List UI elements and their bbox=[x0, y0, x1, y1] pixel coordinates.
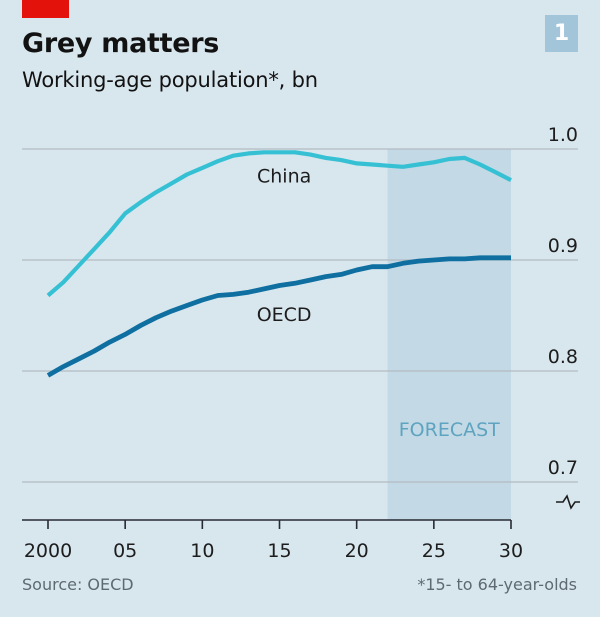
series-label-china: China bbox=[257, 165, 311, 187]
y-tick-label: 0.9 bbox=[548, 235, 578, 257]
x-tick-label: 30 bbox=[499, 540, 523, 562]
y-tick-label: 0.7 bbox=[548, 457, 578, 479]
x-tick-label: 10 bbox=[190, 540, 214, 562]
y-tick-label: 1.0 bbox=[548, 124, 578, 146]
footnote: *15- to 64-year-olds bbox=[417, 575, 577, 594]
chart-subtitle: Working-age population*, bn bbox=[22, 68, 318, 92]
chart-number-badge: 1 bbox=[545, 15, 578, 52]
source-note: Source: OECD bbox=[22, 575, 134, 594]
y-tick-label: 0.8 bbox=[548, 346, 578, 368]
series-label-oecd: OECD bbox=[257, 304, 312, 326]
x-tick-label: 2000 bbox=[24, 540, 72, 562]
axis-break-icon bbox=[556, 494, 580, 510]
brand-tag bbox=[22, 0, 69, 18]
x-tick-label: 20 bbox=[345, 540, 369, 562]
x-tick-label: 05 bbox=[113, 540, 137, 562]
series-line-china bbox=[46, 150, 512, 298]
forecast-label: FORECAST bbox=[399, 419, 500, 441]
chart-title: Grey matters bbox=[22, 28, 220, 59]
series-line-oecd bbox=[46, 255, 511, 378]
x-tick-label: 15 bbox=[267, 540, 291, 562]
forecast-band bbox=[387, 149, 511, 520]
x-tick-label: 25 bbox=[422, 540, 446, 562]
